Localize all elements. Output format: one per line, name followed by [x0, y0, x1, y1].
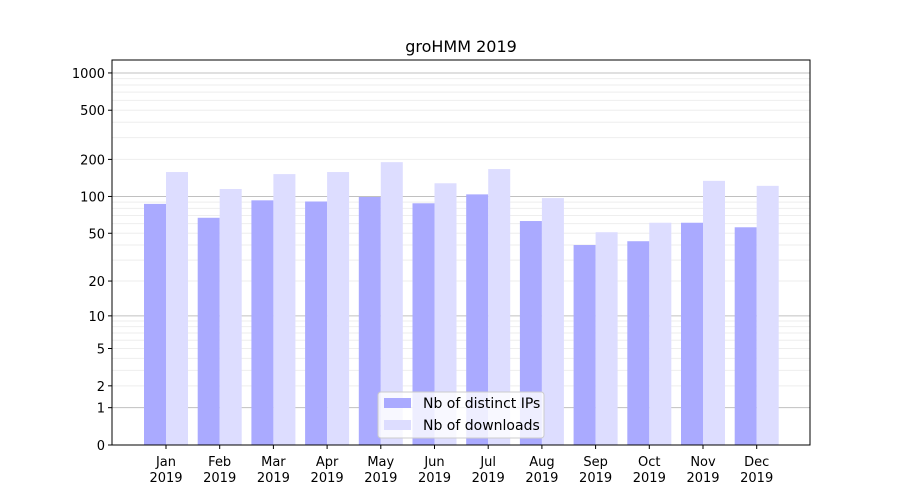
legend-swatch-downloads [384, 420, 411, 430]
x-tick-label: 2019 [525, 471, 558, 486]
bar-downloads [166, 172, 188, 445]
legend-label-downloads: Nb of downloads [423, 418, 540, 434]
x-tick-label: 2019 [633, 471, 666, 486]
y-tick-label: 2 [97, 380, 105, 395]
x-axis: Jan2019Feb2019Mar2019Apr2019May2019Jun20… [149, 445, 773, 486]
x-tick-label: 2019 [257, 471, 290, 486]
bars [144, 162, 779, 446]
bar-ips [305, 201, 328, 445]
bar-downloads [219, 189, 242, 445]
x-tick-label: 2019 [472, 471, 505, 486]
x-tick-label: Jan [155, 455, 176, 470]
bar-ips [573, 245, 596, 445]
bar-downloads [649, 222, 672, 445]
x-tick-label: Mar [261, 455, 286, 470]
bar-downloads [488, 169, 511, 445]
bar-downloads [703, 180, 725, 445]
bar-ips [358, 197, 381, 445]
x-tick-label: 2019 [149, 471, 182, 486]
x-tick-label: Sep [583, 455, 608, 470]
legend-label-ips: Nb of distinct IPs [423, 396, 540, 412]
x-tick-label: Jul [479, 455, 496, 470]
bar-ips [251, 200, 274, 445]
bar-downloads [327, 172, 350, 445]
bar-ips [197, 217, 220, 445]
x-tick-label: Dec [744, 455, 769, 470]
bar-ips [519, 221, 542, 445]
bar-downloads [541, 198, 564, 445]
bar-downloads [756, 185, 779, 446]
legend-box [377, 391, 545, 439]
plot-frame [111, 59, 811, 446]
bar-ips [734, 227, 757, 445]
y-tick-label: 10 [88, 310, 105, 325]
legend-swatch-ips [384, 398, 411, 408]
x-tick-label: 2019 [311, 471, 344, 486]
x-tick-label: Oct [638, 455, 660, 470]
x-tick-label: Apr [316, 455, 339, 470]
bar-ips [627, 241, 650, 445]
x-tick-label: May [367, 455, 394, 470]
x-tick-label: Aug [529, 455, 554, 470]
bar-ips [466, 194, 489, 445]
bar-ips [681, 222, 703, 445]
y-tick-label: 1000 [72, 67, 105, 82]
x-tick-label: Feb [208, 455, 231, 470]
y-tick-label: 50 [88, 227, 105, 242]
x-tick-label: Nov [690, 455, 716, 470]
x-tick-label: 2019 [579, 471, 612, 486]
bar-ips [144, 203, 166, 445]
bar-downloads [380, 162, 403, 445]
bar-downloads [434, 183, 457, 446]
x-tick-label: 2019 [203, 471, 236, 486]
chart-title: groHMM 2019 [405, 37, 517, 56]
legend: Nb of distinct IPs Nb of downloads [377, 391, 545, 439]
y-tick-label: 5 [97, 343, 105, 358]
y-tick-label: 20 [88, 275, 105, 290]
x-tick-label: Jun [423, 455, 444, 470]
x-tick-label: 2019 [364, 471, 397, 486]
bar-downloads [595, 232, 618, 445]
y-tick-label: 0 [97, 439, 105, 454]
y-tick-label: 500 [80, 104, 105, 119]
x-tick-label: 2019 [418, 471, 451, 486]
y-tick-label: 100 [80, 190, 105, 205]
x-tick-label: 2019 [686, 471, 719, 486]
y-tick-label: 200 [80, 153, 105, 168]
y-axis: 0 1 2 5 10 20 50 100 200 500 1000 [72, 67, 112, 454]
bar-ips [412, 203, 435, 445]
x-tick-label: 2019 [740, 471, 773, 486]
y-tick-label: 1 [97, 402, 105, 417]
bar-downloads [273, 174, 296, 445]
